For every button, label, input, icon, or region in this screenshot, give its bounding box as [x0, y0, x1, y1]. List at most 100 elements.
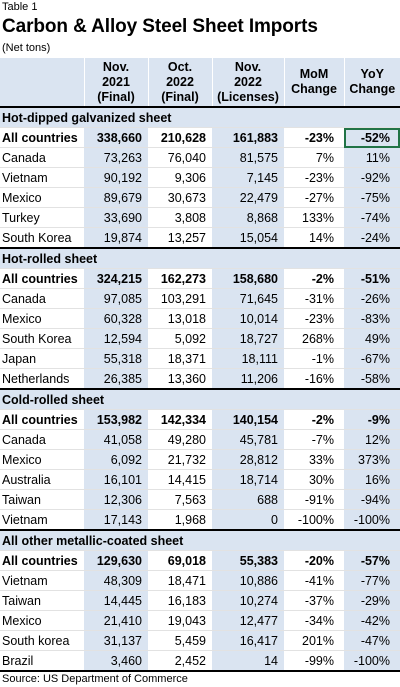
nov-2021-cell[interactable]: 19,874: [84, 228, 148, 249]
country-cell[interactable]: South Korea: [0, 228, 84, 249]
country-cell[interactable]: Netherlands: [0, 369, 84, 390]
nov-2022-cell[interactable]: 7,145: [212, 168, 284, 188]
country-cell[interactable]: All countries: [0, 551, 84, 571]
nov-2022-cell[interactable]: 81,575: [212, 148, 284, 168]
nov-2022-cell[interactable]: 14: [212, 651, 284, 671]
nov-2021-cell[interactable]: 12,306: [84, 490, 148, 510]
oct-2022-cell[interactable]: 21,732: [148, 450, 212, 470]
yoy-change-cell[interactable]: -47%: [344, 631, 400, 651]
country-cell[interactable]: Mexico: [0, 611, 84, 631]
country-cell[interactable]: Mexico: [0, 188, 84, 208]
yoy-change-cell[interactable]: -9%: [344, 410, 400, 430]
mom-change-cell[interactable]: -23%: [284, 309, 344, 329]
oct-2022-cell[interactable]: 142,334: [148, 410, 212, 430]
header-nov-2021[interactable]: Nov. 2021 (Final): [84, 58, 148, 107]
country-cell[interactable]: Canada: [0, 289, 84, 309]
nov-2021-cell[interactable]: 153,982: [84, 410, 148, 430]
mom-change-cell[interactable]: -27%: [284, 188, 344, 208]
nov-2022-cell[interactable]: 71,645: [212, 289, 284, 309]
nov-2021-cell[interactable]: 55,318: [84, 349, 148, 369]
mom-change-cell[interactable]: -16%: [284, 369, 344, 390]
mom-change-cell[interactable]: 33%: [284, 450, 344, 470]
mom-change-cell[interactable]: -37%: [284, 591, 344, 611]
yoy-change-cell[interactable]: 11%: [344, 148, 400, 168]
oct-2022-cell[interactable]: 7,563: [148, 490, 212, 510]
oct-2022-cell[interactable]: 14,415: [148, 470, 212, 490]
nov-2021-cell[interactable]: 31,137: [84, 631, 148, 651]
country-cell[interactable]: Turkey: [0, 208, 84, 228]
nov-2021-cell[interactable]: 6,092: [84, 450, 148, 470]
oct-2022-cell[interactable]: 103,291: [148, 289, 212, 309]
oct-2022-cell[interactable]: 13,360: [148, 369, 212, 390]
nov-2021-cell[interactable]: 97,085: [84, 289, 148, 309]
mom-change-cell[interactable]: -7%: [284, 430, 344, 450]
mom-change-cell[interactable]: 133%: [284, 208, 344, 228]
nov-2022-cell[interactable]: 18,111: [212, 349, 284, 369]
yoy-change-cell[interactable]: -67%: [344, 349, 400, 369]
nov-2021-cell[interactable]: 73,263: [84, 148, 148, 168]
oct-2022-cell[interactable]: 16,183: [148, 591, 212, 611]
oct-2022-cell[interactable]: 13,257: [148, 228, 212, 249]
mom-change-cell[interactable]: -34%: [284, 611, 344, 631]
nov-2022-cell[interactable]: 10,886: [212, 571, 284, 591]
header-yoy-change[interactable]: YoY Change: [344, 58, 400, 107]
yoy-change-cell[interactable]: -57%: [344, 551, 400, 571]
mom-change-cell[interactable]: -31%: [284, 289, 344, 309]
nov-2022-cell[interactable]: 15,054: [212, 228, 284, 249]
nov-2021-cell[interactable]: 33,690: [84, 208, 148, 228]
mom-change-cell[interactable]: -99%: [284, 651, 344, 671]
country-cell[interactable]: All countries: [0, 269, 84, 289]
header-nov-2022[interactable]: Nov. 2022 (Licenses): [212, 58, 284, 107]
nov-2022-cell[interactable]: 16,417: [212, 631, 284, 651]
country-cell[interactable]: Vietnam: [0, 571, 84, 591]
nov-2022-cell[interactable]: 158,680: [212, 269, 284, 289]
nov-2021-cell[interactable]: 324,215: [84, 269, 148, 289]
oct-2022-cell[interactable]: 49,280: [148, 430, 212, 450]
oct-2022-cell[interactable]: 3,808: [148, 208, 212, 228]
nov-2021-cell[interactable]: 12,594: [84, 329, 148, 349]
oct-2022-cell[interactable]: 18,471: [148, 571, 212, 591]
header-mom-change[interactable]: MoM Change: [284, 58, 344, 107]
nov-2022-cell[interactable]: 18,714: [212, 470, 284, 490]
section-title[interactable]: Hot-dipped galvanized sheet: [0, 107, 400, 128]
country-cell[interactable]: All countries: [0, 410, 84, 430]
header-country[interactable]: [0, 58, 84, 107]
yoy-change-cell[interactable]: -29%: [344, 591, 400, 611]
mom-change-cell[interactable]: 201%: [284, 631, 344, 651]
nov-2021-cell[interactable]: 3,460: [84, 651, 148, 671]
yoy-change-cell[interactable]: -24%: [344, 228, 400, 249]
yoy-change-cell[interactable]: -74%: [344, 208, 400, 228]
yoy-change-cell[interactable]: -83%: [344, 309, 400, 329]
yoy-change-cell[interactable]: -52%: [344, 128, 400, 148]
mom-change-cell[interactable]: 30%: [284, 470, 344, 490]
yoy-change-cell[interactable]: -75%: [344, 188, 400, 208]
country-cell[interactable]: Mexico: [0, 309, 84, 329]
section-title[interactable]: Hot-rolled sheet: [0, 248, 400, 269]
nov-2022-cell[interactable]: 161,883: [212, 128, 284, 148]
country-cell[interactable]: Vietnam: [0, 168, 84, 188]
nov-2022-cell[interactable]: 11,206: [212, 369, 284, 390]
mom-change-cell[interactable]: -2%: [284, 410, 344, 430]
yoy-change-cell[interactable]: 16%: [344, 470, 400, 490]
oct-2022-cell[interactable]: 18,371: [148, 349, 212, 369]
oct-2022-cell[interactable]: 19,043: [148, 611, 212, 631]
nov-2022-cell[interactable]: 0: [212, 510, 284, 531]
mom-change-cell[interactable]: -41%: [284, 571, 344, 591]
yoy-change-cell[interactable]: -92%: [344, 168, 400, 188]
nov-2022-cell[interactable]: 8,868: [212, 208, 284, 228]
country-cell[interactable]: Australia: [0, 470, 84, 490]
nov-2021-cell[interactable]: 89,679: [84, 188, 148, 208]
section-title[interactable]: Cold-rolled sheet: [0, 389, 400, 410]
mom-change-cell[interactable]: -100%: [284, 510, 344, 531]
yoy-change-cell[interactable]: 49%: [344, 329, 400, 349]
oct-2022-cell[interactable]: 76,040: [148, 148, 212, 168]
mom-change-cell[interactable]: 14%: [284, 228, 344, 249]
nov-2022-cell[interactable]: 18,727: [212, 329, 284, 349]
nov-2021-cell[interactable]: 48,309: [84, 571, 148, 591]
yoy-change-cell[interactable]: -77%: [344, 571, 400, 591]
mom-change-cell[interactable]: -91%: [284, 490, 344, 510]
oct-2022-cell[interactable]: 5,092: [148, 329, 212, 349]
mom-change-cell[interactable]: -23%: [284, 128, 344, 148]
country-cell[interactable]: Canada: [0, 148, 84, 168]
mom-change-cell[interactable]: -2%: [284, 269, 344, 289]
